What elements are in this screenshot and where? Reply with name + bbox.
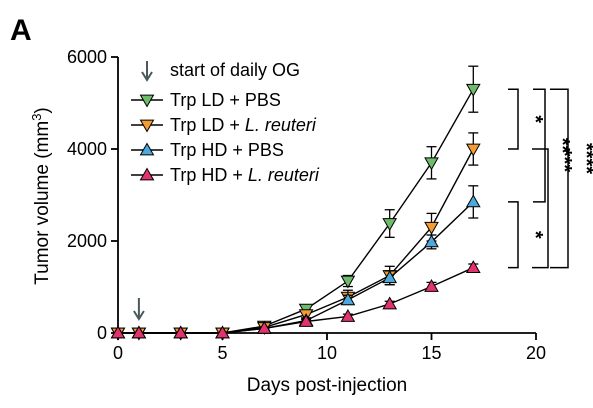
data-point <box>382 270 398 284</box>
data-point <box>215 325 230 339</box>
series-1 <box>110 65 481 341</box>
data-point <box>382 218 398 232</box>
y-axis-title-close: ) <box>32 107 53 113</box>
x-tick-label: 10 <box>317 343 337 363</box>
legend-entry-label: Trp LD + PBS <box>170 90 281 110</box>
data-point <box>465 143 481 157</box>
x-tick-label: 20 <box>526 343 546 363</box>
data-point <box>382 296 398 310</box>
bracket-ld-pbs-vs-hd-lreuteri <box>550 88 569 269</box>
bracket-ld-pbs-vs-hd-pbs <box>533 88 546 203</box>
legend-marker <box>139 94 155 108</box>
series-2 <box>110 132 481 341</box>
data-point <box>424 157 439 171</box>
x-tick-label: 0 <box>113 343 123 363</box>
data-point <box>424 234 439 248</box>
significance-label: * <box>524 231 546 239</box>
x-tick-label: 15 <box>421 343 441 363</box>
legend-entry-label: Trp HD + PBS <box>170 140 284 160</box>
legend-marker <box>139 119 155 133</box>
y-axis-title-superscript: 3 <box>29 114 44 121</box>
start-arrow-head <box>133 310 145 321</box>
bracket-ld-pbs-vs-ld-lreuteri <box>508 88 519 150</box>
axes: 0 2000 4000 6000 0 5 10 15 20 <box>67 47 546 363</box>
data-point <box>424 279 439 292</box>
y-tick-label: 4000 <box>67 139 107 159</box>
series-layer <box>110 65 481 341</box>
legend-entry-label: Trp HD + L. reuteri <box>170 165 320 185</box>
legend: start of daily OG Trp LD + PBS Trp LD + L.… <box>131 60 320 185</box>
y-tick-label: 2000 <box>67 231 107 251</box>
bracket-hd-pbs-vs-hd-lreuteri <box>508 201 519 269</box>
data-point <box>465 194 481 208</box>
panel-letter: A <box>10 14 32 47</box>
data-point <box>256 320 272 334</box>
x-tick-label: 5 <box>217 343 227 363</box>
legend-arrow-head <box>141 71 153 82</box>
significance-label: ** <box>551 138 573 154</box>
series-3 <box>110 185 481 339</box>
significance-label: *** <box>553 149 575 173</box>
data-point <box>465 260 481 274</box>
significance-brackets: ******* **** <box>508 88 593 269</box>
y-axis-title: Tumor volume (mm3) <box>29 107 53 285</box>
data-point <box>298 313 314 327</box>
data-point <box>340 292 356 306</box>
data-point <box>340 275 356 289</box>
bracket-ld-lreuteri-vs-hd-lreuteri <box>532 148 549 269</box>
legend-marker <box>139 142 155 156</box>
significance-label: **** <box>575 143 593 174</box>
data-point <box>424 221 439 235</box>
legend-start-label: start of daily OG <box>170 60 300 80</box>
legend-marker <box>139 167 155 181</box>
data-point <box>465 83 481 97</box>
data-point <box>131 325 147 339</box>
y-tick-label: 6000 <box>67 47 107 67</box>
significance-label: * <box>524 115 546 123</box>
data-point <box>340 308 356 322</box>
y-axis-title-main: Tumor volume (mm <box>32 121 53 285</box>
series-line <box>118 267 474 334</box>
data-point <box>110 325 126 339</box>
y-tick-label: 0 <box>97 323 107 343</box>
series-4 <box>110 260 481 339</box>
data-point <box>173 325 189 339</box>
x-axis-title: Days post-injection <box>247 375 408 396</box>
legend-entry-label: Trp LD + L. reuteri <box>170 115 317 135</box>
